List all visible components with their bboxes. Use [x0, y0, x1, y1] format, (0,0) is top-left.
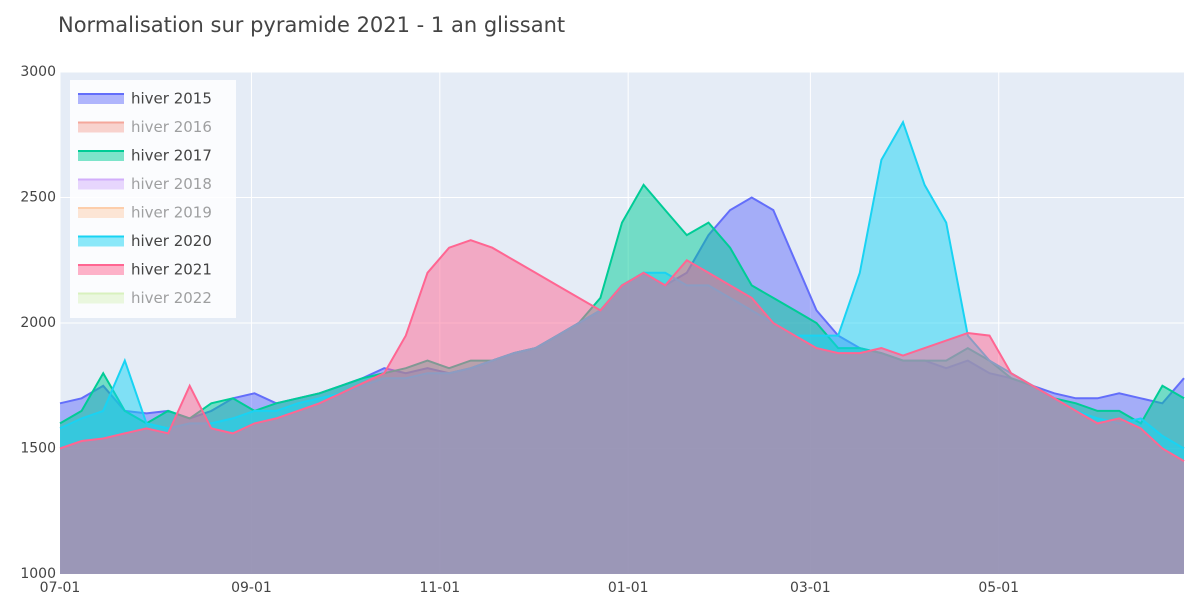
- legend-label: hiver 2021: [131, 261, 212, 279]
- legend-item[interactable]: hiver 2015: [78, 90, 212, 108]
- x-tick-label: 07-01: [40, 580, 81, 596]
- legend-item[interactable]: hiver 2017: [78, 147, 212, 165]
- legend-label: hiver 2017: [131, 147, 212, 165]
- legend-swatch: [78, 208, 124, 218]
- legend-label: hiver 2022: [131, 289, 212, 307]
- legend-item[interactable]: hiver 2020: [78, 232, 212, 250]
- series-line: [59, 239, 1185, 462]
- legend-swatch: [78, 122, 124, 133]
- legend-box: [70, 80, 236, 318]
- legend-label: hiver 2019: [131, 204, 212, 222]
- legend-label: hiver 2016: [131, 118, 212, 136]
- legend-item[interactable]: hiver 2019: [78, 204, 212, 222]
- legend: hiver 2015 hiver 2016 hiver 2017 hiver 2018…: [70, 80, 236, 318]
- y-tick-label: 3000: [20, 64, 56, 80]
- legend-swatch: [78, 94, 124, 104]
- x-tick-label: 11-01: [419, 580, 460, 596]
- chart-title: Normalisation sur pyramide 2021 - 1 an g…: [58, 13, 565, 37]
- legend-item[interactable]: hiver 2018: [78, 175, 212, 193]
- x-tick-label: 05-01: [978, 580, 1019, 596]
- y-tick-label: 2500: [20, 190, 56, 206]
- legend-swatch: [78, 236, 124, 247]
- legend-item[interactable]: hiver 2016: [78, 118, 212, 136]
- x-tick-label: 09-01: [231, 580, 272, 596]
- legend-swatch: [78, 151, 124, 161]
- area-fill: [60, 240, 1184, 574]
- y-tick-label: 1500: [20, 441, 56, 457]
- legend-item[interactable]: hiver 2022: [78, 289, 212, 307]
- y-tick-label: 1000: [20, 566, 56, 582]
- legend-swatch: [78, 265, 124, 275]
- legend-swatch: [78, 179, 124, 190]
- x-tick-label: 01-01: [608, 580, 649, 596]
- legend-label: hiver 2015: [131, 90, 212, 108]
- legend-label: hiver 2020: [131, 232, 212, 250]
- x-tick-label: 03-01: [790, 580, 831, 596]
- legend-swatch: [78, 293, 124, 304]
- legend-item[interactable]: hiver 2021: [78, 261, 212, 279]
- legend-label: hiver 2018: [131, 175, 212, 193]
- y-tick-label: 2000: [20, 315, 56, 331]
